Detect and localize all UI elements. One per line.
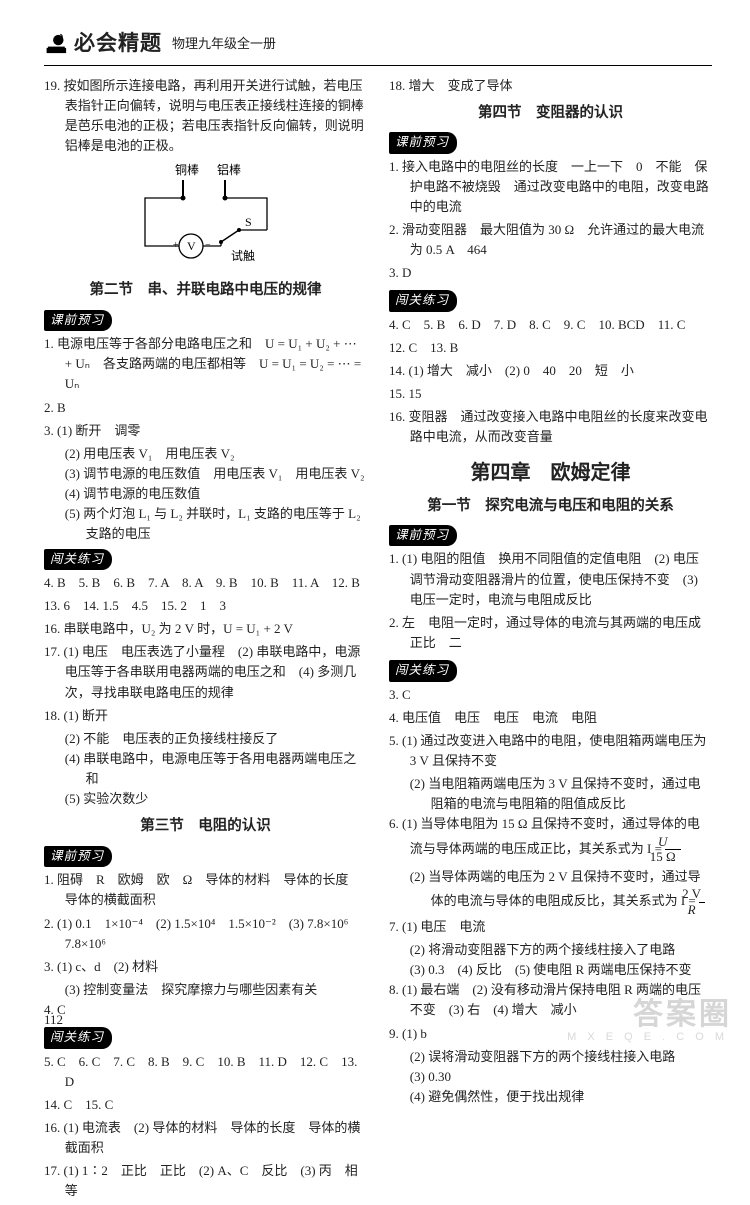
tag-ex-o: 闯关练习 bbox=[389, 660, 457, 681]
r-oe5-1: 5. (1) 通过改变进入电路中的电阻，使电阻箱两端电压为 3 V 且保持不变 bbox=[389, 731, 712, 771]
l-p3-4: (4) 调节电源的电压数值 bbox=[65, 484, 367, 504]
svg-text:V: V bbox=[187, 239, 196, 253]
r-oe3: 3. C bbox=[389, 685, 712, 705]
r-e16: 16. 变阻器 通过改变接入电路中电阻丝的长度来改变电路中电流，从而改变音量 bbox=[389, 407, 712, 447]
r-oe7-1: 7. (1) 电压 电流 bbox=[389, 917, 712, 937]
svg-text:+: + bbox=[173, 240, 179, 251]
r-oe6-2-text: (2) 当导体两端的电压为 2 V 且保持不变时，通过导体的电流与导体的电阻成反… bbox=[410, 869, 701, 908]
r-oe6-1: 6. (1) 当导体电阻为 15 Ω 且保持不变时，通过导体的电流与导体两端的电… bbox=[389, 814, 712, 864]
r-oe6-2: (2) 当导体两端的电压为 2 V 且保持不变时，通过导体的电流与导体的电阻成反… bbox=[410, 867, 712, 917]
l-e17: 17. (1) 电压 电压表选了小量程 (2) 串联电路中，电源电压等于各串联用… bbox=[44, 642, 367, 702]
r-p1: 1. 接入电路中的电阻丝的长度 一上一下 0 不能 保护电路不被烧毁 通过改变电… bbox=[389, 157, 712, 217]
r-oe9-4: (4) 避免偶然性，便于找出规律 bbox=[410, 1087, 712, 1107]
tag-pre-4: 课前预习 bbox=[389, 132, 457, 153]
book-title: 必会精题 bbox=[74, 28, 162, 61]
book-icon bbox=[44, 31, 70, 57]
r-oe9-2: (2) 误将滑动变阻器下方的两个接线柱接入电路 bbox=[410, 1047, 712, 1067]
fraction-2: 2 V R bbox=[699, 887, 705, 917]
logo: 必会精题 bbox=[44, 28, 162, 61]
sec4-title: 第四节 变阻器的认识 bbox=[389, 102, 712, 124]
l-p1: 1. 电源电压等于各部分电路电压之和 U = U₁ + U₂ + ⋯ + Uₙ … bbox=[44, 334, 367, 394]
l-r-row2: 14. C 15. C bbox=[44, 1095, 367, 1115]
ch4-title: 第四章 欧姆定律 bbox=[389, 458, 712, 489]
tag-pre: 课前预习 bbox=[44, 310, 112, 331]
tag-ex-3: 闯关练习 bbox=[44, 1027, 112, 1048]
r-p3: 3. D bbox=[389, 263, 712, 283]
r-q18: 18. 增大 变成了导体 bbox=[389, 76, 712, 96]
svg-text:S: S bbox=[245, 215, 252, 229]
r-e-row1: 4. C 5. B 6. D 7. D 8. C 9. C 10. BCD 11… bbox=[389, 315, 712, 335]
q19: 19. 按如图所示连接电路，再利用开关进行试触，若电压表指针正向偏转，说明与电压… bbox=[44, 76, 367, 157]
l-p3-2: (2) 用电压表 V₁ 用电压表 V₂ bbox=[65, 444, 367, 464]
sec41-title: 第一节 探究电流与电压和电阻的关系 bbox=[389, 495, 712, 517]
l-e18-2: (2) 不能 电压表的正负接线柱接反了 bbox=[65, 729, 367, 749]
l-r3-2: (3) 控制变量法 探究摩擦力与哪些因素有关 bbox=[65, 980, 367, 1000]
tag-pre-3: 课前预习 bbox=[44, 846, 112, 867]
r-o2: 2. 左 电阻一定时，通过导体的电流与其两端的电压成正比 二 bbox=[389, 613, 712, 653]
sec2-title: 第二节 串、并联电路中电压的规律 bbox=[44, 279, 367, 301]
l-r17: 17. (1) 1∶2 正比 正比 (2) A、C 反比 (3) 丙 相等 bbox=[44, 1161, 367, 1201]
l-e18-1: 18. (1) 断开 bbox=[44, 706, 367, 726]
r-oe4: 4. 电压值 电压 电压 电流 电阻 bbox=[389, 708, 712, 728]
r-e14: 14. (1) 增大 减小 (2) 0 40 20 短 小 bbox=[389, 361, 712, 381]
circuit-diagram: 铜棒 铝棒 S V + − 试触 bbox=[44, 162, 367, 273]
l-e18-3: (4) 串联电路中，电源电压等于各用电器两端电压之和 bbox=[65, 749, 367, 789]
l-r2: 2. (1) 0.1 1×10⁻⁴ (2) 1.5×10⁴ 1.5×10⁻² (… bbox=[44, 914, 367, 954]
label-cu: 铜棒 bbox=[175, 162, 199, 177]
tag-ex: 闯关练习 bbox=[44, 549, 112, 570]
l-p3-5: (5) 两个灯泡 L₁ 与 L₂ 并联时，L₁ 支路的电压等于 L₂ 支路的电压 bbox=[65, 504, 367, 544]
sec3-title: 第三节 电阻的认识 bbox=[44, 815, 367, 837]
r-p2: 2. 滑动变阻器 最大阻值为 30 Ω 允许通过的最大电流为 0.5 A 464 bbox=[389, 220, 712, 260]
l-r16: 16. (1) 电流表 (2) 导体的材料 导体的长度 导体的横截面积 bbox=[44, 1118, 367, 1158]
svg-text:−: − bbox=[205, 240, 211, 251]
l-p2: 2. B bbox=[44, 398, 367, 418]
l-r4: 4. C bbox=[44, 1000, 367, 1020]
label-al: 铝棒 bbox=[217, 162, 241, 177]
page-number: 112 bbox=[44, 1010, 63, 1030]
book-subtitle: 物理九年级全一册 bbox=[172, 34, 276, 54]
l-e-row1: 4. B 5. B 6. B 7. A 8. A 9. B 10. B 11. … bbox=[44, 573, 367, 593]
l-e18-4: (5) 实验次数少 bbox=[65, 789, 367, 809]
l-r1: 1. 阻碍 R 欧姆 欧 Ω 导体的材料 导体的长度 导体的横截面积 bbox=[44, 870, 367, 910]
r-oe5-2: (2) 当电阻箱两端电压为 3 V 且保持不变时，通过电阻箱的电流与电阻箱的阻值… bbox=[410, 774, 712, 814]
r-o1: 1. (1) 电阻的阻值 换用不同阻值的定值电阻 (2) 电压 调节滑动变阻器滑… bbox=[389, 549, 712, 609]
left-column: 19. 按如图所示连接电路，再利用开关进行试触，若电压表指针正向偏转，说明与电压… bbox=[44, 76, 367, 1205]
l-e-row2: 13. 6 14. 1.5 4.5 15. 2 1 3 bbox=[44, 596, 367, 616]
svg-text:试触: 试触 bbox=[231, 248, 255, 263]
fraction-1: U 15 Ω bbox=[665, 835, 681, 865]
r-oe7-2: (2) 将滑动变阻器下方的两个接线柱接入了电路 bbox=[410, 940, 712, 960]
watermark-sub: M X E Q E . C O M bbox=[567, 1029, 728, 1046]
r-oe9-3: (3) 0.30 bbox=[410, 1067, 712, 1087]
page-header: 必会精题 物理九年级全一册 bbox=[44, 28, 712, 66]
tag-pre-o: 课前预习 bbox=[389, 525, 457, 546]
tag-ex-4: 闯关练习 bbox=[389, 290, 457, 311]
l-p3-1: 3. (1) 断开 调零 bbox=[44, 421, 367, 441]
l-e16: 16. 串联电路中，U₂ 为 2 V 时，U = U₁ + 2 V bbox=[44, 619, 367, 639]
l-r-row1: 5. C 6. C 7. C 8. B 9. C 10. B 11. D 12.… bbox=[44, 1052, 367, 1092]
r-e15: 15. 15 bbox=[389, 384, 712, 404]
r-e-row2: 12. C 13. B bbox=[389, 338, 712, 358]
r-oe7-3: (3) 0.3 (4) 反比 (5) 使电阻 R 两端电压保持不变 bbox=[410, 960, 712, 980]
l-p3-3: (3) 调节电源的电压数值 用电压表 V₁ 用电压表 V₂ bbox=[65, 464, 367, 484]
l-r3-1: 3. (1) c、d (2) 材料 bbox=[44, 957, 367, 977]
